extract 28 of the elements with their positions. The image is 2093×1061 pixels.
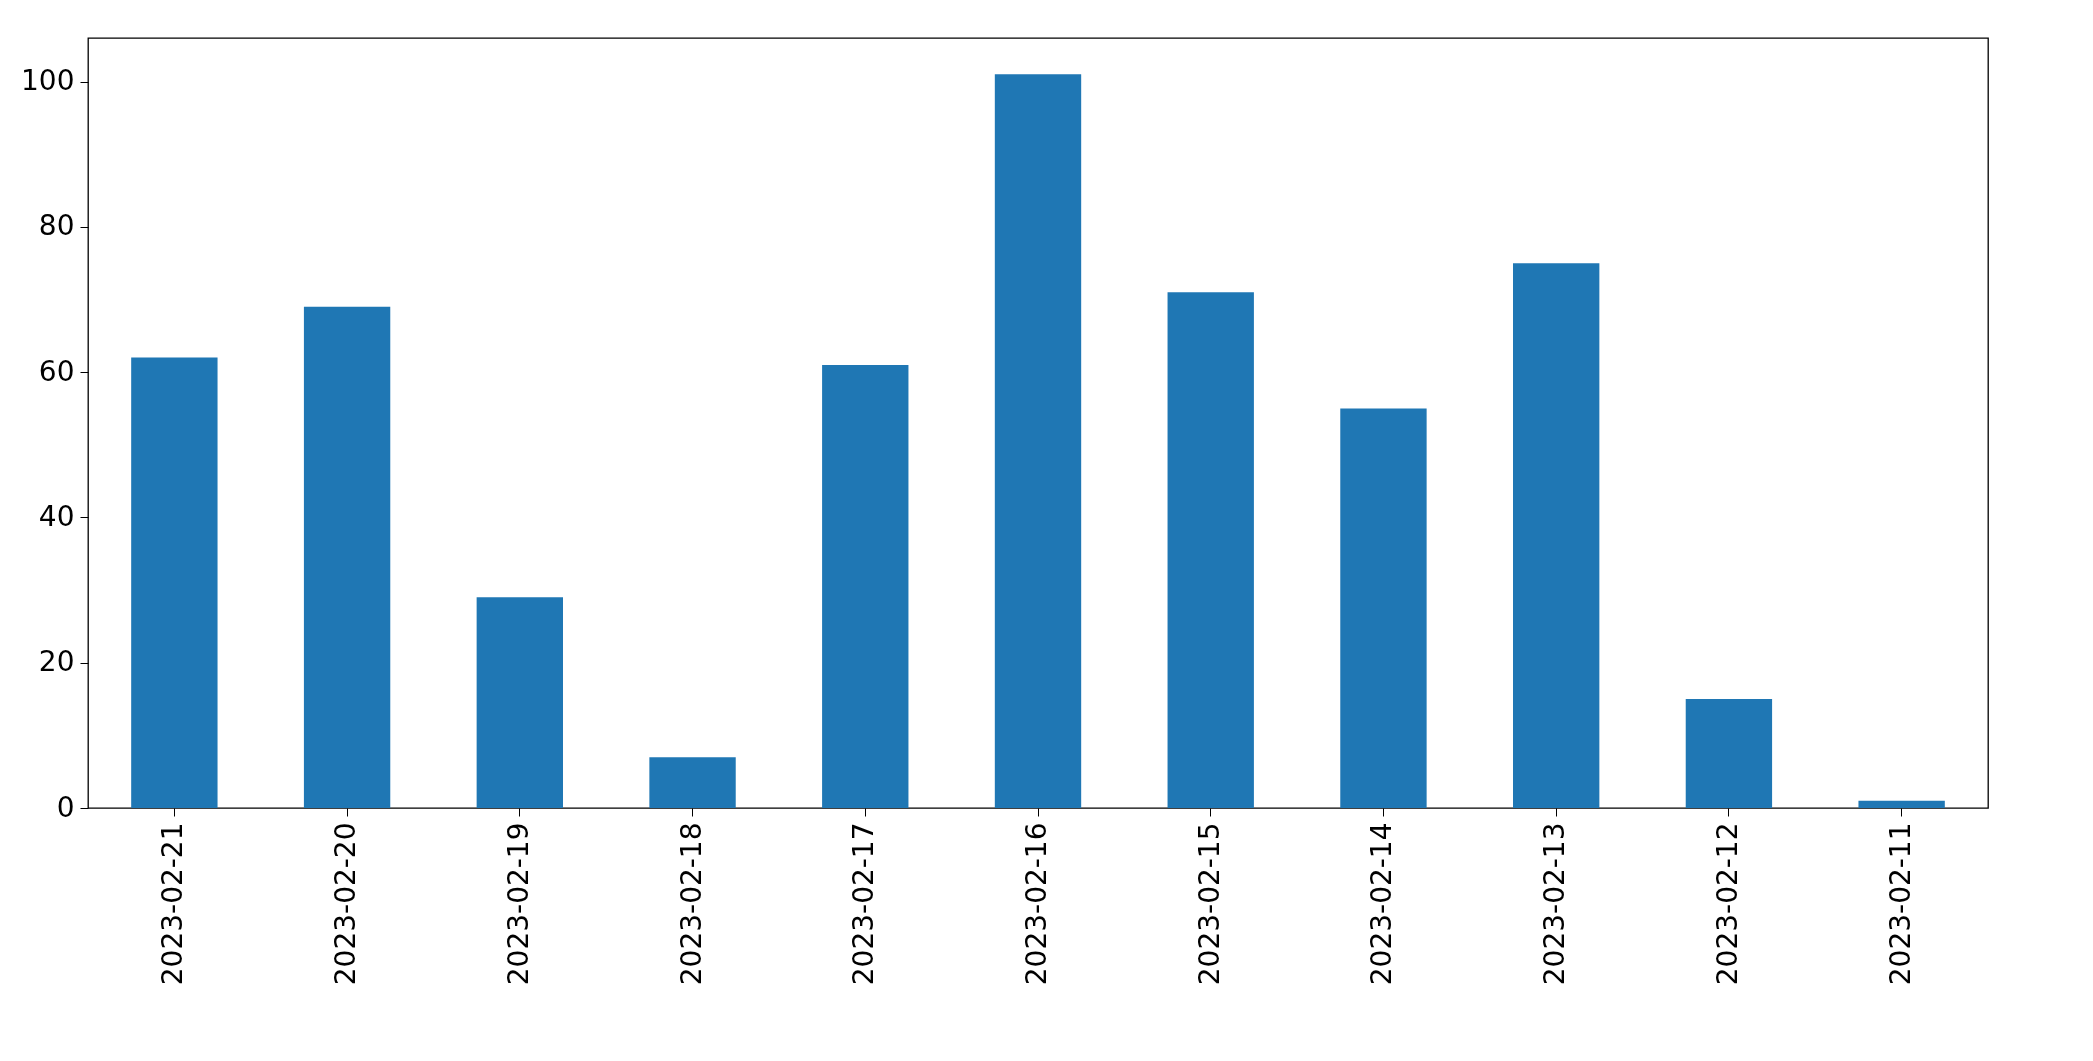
x-tick-label: 2023-02-21 [156,822,190,986]
bar [131,357,218,808]
y-tick-label: 20 [38,645,75,679]
y-tick-label: 100 [21,64,75,98]
x-tick-label: 2023-02-13 [1538,822,1572,986]
bar [994,74,1082,808]
bar [822,364,909,808]
bar [1685,699,1773,808]
y-tick-label: 0 [56,790,75,824]
bar [649,757,736,808]
x-tick-label: 2023-02-14 [1365,822,1399,986]
x-tick-label: 2023-02-17 [847,822,881,986]
x-tick-label: 2023-02-11 [1883,822,1917,986]
x-tick-label: 2023-02-15 [1192,822,1226,986]
bar [476,597,563,808]
x-tick-label: 2023-02-16 [1020,822,1053,986]
bar [1513,263,1600,808]
x-tick-label: 2023-02-18 [674,822,708,986]
x-tick-label: 2023-02-19 [501,822,535,986]
bar [1167,292,1254,808]
x-tick-label: 2023-02-20 [329,822,363,986]
x-tick-label: 2023-02-12 [1710,822,1744,986]
y-tick-label: 40 [38,499,75,533]
y-tick-label: 60 [38,354,75,388]
y-tick-label: 80 [38,209,75,243]
bar [303,306,391,808]
bar [1858,800,1945,808]
bar [1340,408,1427,808]
